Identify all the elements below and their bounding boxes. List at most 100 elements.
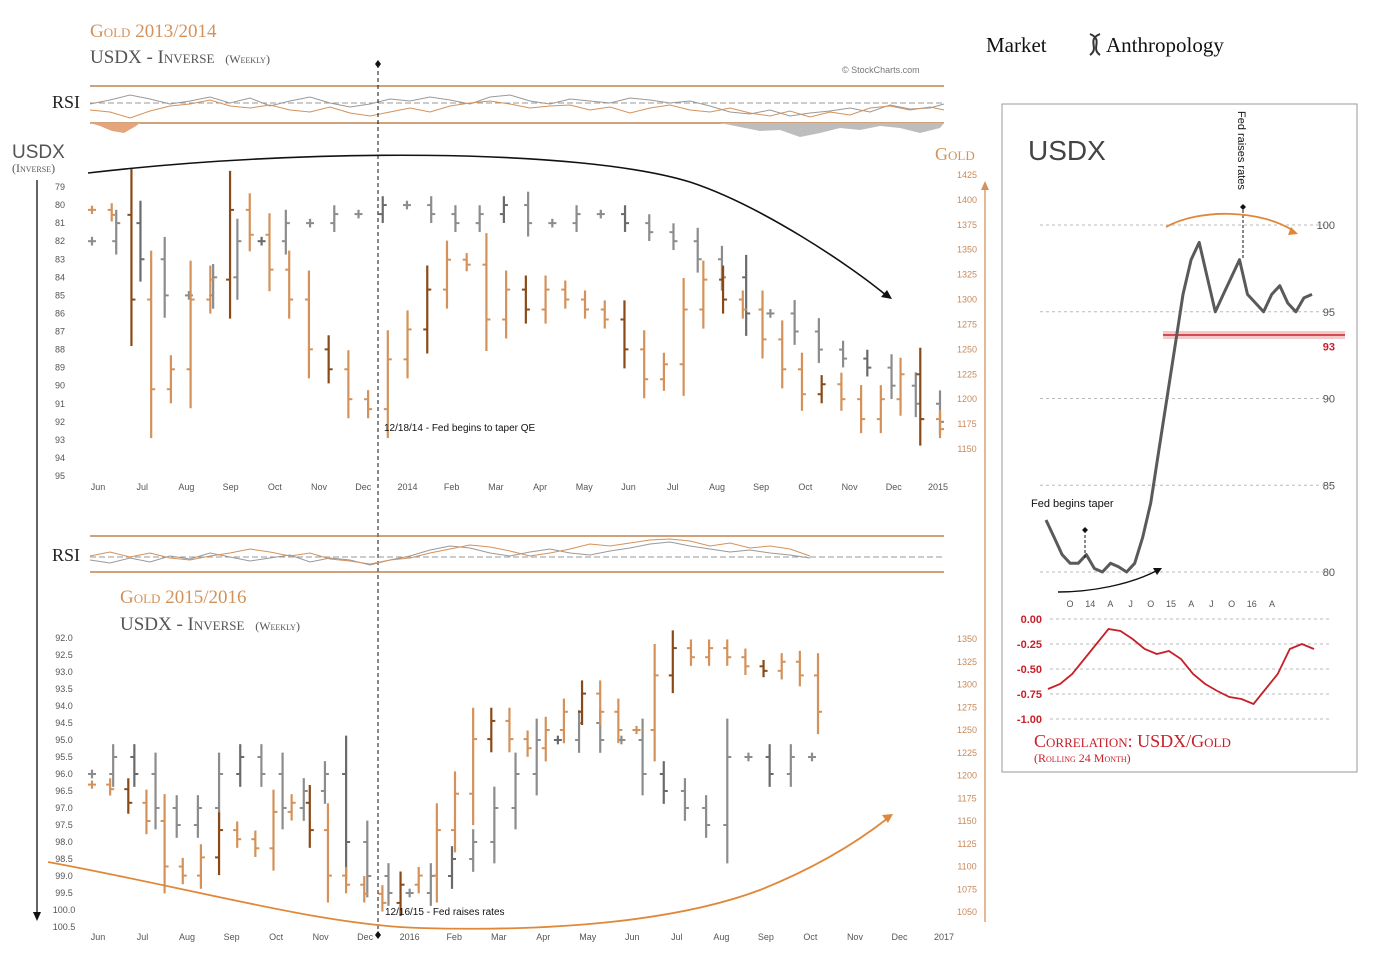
top-right-tick: 1425 xyxy=(957,170,977,180)
bottom-gold-bar xyxy=(233,821,242,848)
top-gold-bar xyxy=(916,347,925,446)
top-right-tick: 1400 xyxy=(957,195,977,205)
bottom-left-tick: 93.0 xyxy=(55,667,73,677)
bottom-gold-bar xyxy=(323,803,332,903)
bottom-gold-bar xyxy=(251,830,260,857)
top-usdx-bar xyxy=(233,218,242,300)
bottom-usdx-bar xyxy=(299,778,308,821)
bottom-right-tick: 1350 xyxy=(957,634,977,644)
bottom-gold-bar xyxy=(378,885,387,912)
correlation-y-tick: -0.50 xyxy=(1017,664,1042,676)
inset-annotation-taper: Fed begins taper xyxy=(1031,498,1114,510)
brand-left: Market xyxy=(986,33,1047,57)
top-gold-bar xyxy=(857,385,866,434)
inset-x-label: A xyxy=(1107,599,1113,609)
inset-taper-diamond xyxy=(1082,527,1088,533)
bottom-right-tick: 1175 xyxy=(957,793,976,803)
top-x-label: Nov xyxy=(842,482,859,492)
top-left-tick: 80 xyxy=(55,200,65,210)
top-gold-bar xyxy=(502,270,511,339)
gold-axis-title: Gold xyxy=(935,144,975,164)
top-gold-bar xyxy=(383,330,392,439)
top-gold-bar xyxy=(679,277,688,396)
bottom-usdx-bar xyxy=(553,735,562,745)
top-usdx-bar xyxy=(596,209,605,219)
bottom-left-tick: 95.5 xyxy=(55,752,73,762)
bottom-right-tick: 1275 xyxy=(957,702,977,712)
bottom-usdx-bar xyxy=(88,769,96,779)
top-gold-bar xyxy=(304,270,313,379)
usdx-axis-subtitle: (Inverse) xyxy=(12,161,55,175)
bottom-gold-bar xyxy=(287,794,296,821)
inset-x-label: A xyxy=(1188,599,1194,609)
top-gold-bar xyxy=(186,260,195,409)
bottom-right-tick: 1200 xyxy=(957,771,977,781)
bottom-right-tick: 1125 xyxy=(957,839,976,849)
bottom-right-ticks: 1350 1325 1300 1275 1250 1225 1200 1175 1150 1125… xyxy=(957,634,977,917)
bottom-x-label: Nov xyxy=(847,932,864,942)
bottom-gold-bar xyxy=(596,680,605,725)
inset-x-label: 16 xyxy=(1247,599,1257,609)
bottom-right-tick: 1075 xyxy=(957,884,977,894)
bottom-gold-bar xyxy=(741,648,750,675)
bottom-left-tick: 96.0 xyxy=(55,769,73,779)
top-gold-bar xyxy=(206,265,215,314)
correlation-title: Correlation: USDX/Gold xyxy=(1034,731,1231,751)
bottom-usdx-bar xyxy=(151,752,160,830)
top-right-tick: 1350 xyxy=(957,245,977,255)
inset-x-label: 14 xyxy=(1085,599,1095,609)
inset-y-tick: 80 xyxy=(1323,567,1335,579)
bottom-left-tick: 93.5 xyxy=(55,684,73,694)
bottom-right-tick: 1050 xyxy=(957,907,977,917)
bottom-title-usdx-main: USDX - Inverse xyxy=(120,614,245,635)
top-gold-bar xyxy=(699,260,708,329)
top-usdx-bar xyxy=(839,340,848,368)
top-usdx-bar xyxy=(645,214,654,242)
top-gold-bar xyxy=(88,205,96,214)
bottom-x-label: Jul xyxy=(137,932,149,942)
bottom-left-tick: 92.0 xyxy=(55,633,73,643)
top-x-labels: Jun Jul Aug Sep Oct Nov Dec 2014 Feb Mar Apr May Jun… xyxy=(91,482,948,492)
stockcharts-credit: © StockCharts.com xyxy=(842,65,920,75)
top-gold-bar xyxy=(285,250,294,319)
top-left-tick: 85 xyxy=(55,290,65,300)
bottom-gold-bar xyxy=(178,857,187,885)
inset-x-label: O xyxy=(1066,599,1073,609)
bottom-usdx-bar xyxy=(490,786,499,864)
top-title-gold: Gold 2013/2014 xyxy=(90,21,217,42)
bottom-right-tick: 1100 xyxy=(957,862,976,872)
bottom-right-tick: 1225 xyxy=(957,748,977,758)
bottom-title-usdx: USDX - Inverse (Weekly) xyxy=(120,614,300,635)
inset-bottom-arc xyxy=(1057,569,1159,593)
inset-x-label: J xyxy=(1128,599,1133,609)
bottom-left-tick: 95.0 xyxy=(55,735,73,745)
bottom-x-label: Jun xyxy=(625,932,640,942)
bottom-left-tick: 98.0 xyxy=(55,837,73,847)
correlation-y-tick: -1.00 xyxy=(1017,714,1042,726)
bottom-usdx-bar xyxy=(257,744,266,787)
top-rsi-label: RSI xyxy=(52,92,80,112)
bottom-x-label: Oct xyxy=(803,932,818,942)
top-usdx-bar xyxy=(160,236,169,318)
top-arc xyxy=(87,154,888,297)
bottom-gold-bar xyxy=(523,730,532,757)
top-left-tick: 84 xyxy=(55,272,65,282)
top-x-label: Sep xyxy=(223,482,239,492)
top-usdx-bar xyxy=(378,196,387,223)
bottom-x-label: Mar xyxy=(491,932,507,942)
bottom-arc xyxy=(47,817,889,930)
inset-top-arc-arrowhead xyxy=(1288,227,1298,235)
top-left-tick: 92 xyxy=(55,417,65,427)
bottom-gold-bar xyxy=(215,812,224,876)
top-left-tick: 81 xyxy=(55,218,65,228)
top-left-tick: 95 xyxy=(55,471,65,481)
top-gold-bar xyxy=(659,352,668,391)
top-right-tick: 1275 xyxy=(957,319,977,329)
bottom-gold-bar xyxy=(723,639,732,666)
top-x-label: Jul xyxy=(136,482,148,492)
bottom-usdx-bar xyxy=(659,761,668,804)
bottom-usdx-bar xyxy=(448,846,456,889)
bottom-usdx-bar xyxy=(109,744,118,787)
bottom-gold-bar xyxy=(124,778,133,814)
top-title-usdx-main: USDX - Inverse xyxy=(90,47,215,68)
